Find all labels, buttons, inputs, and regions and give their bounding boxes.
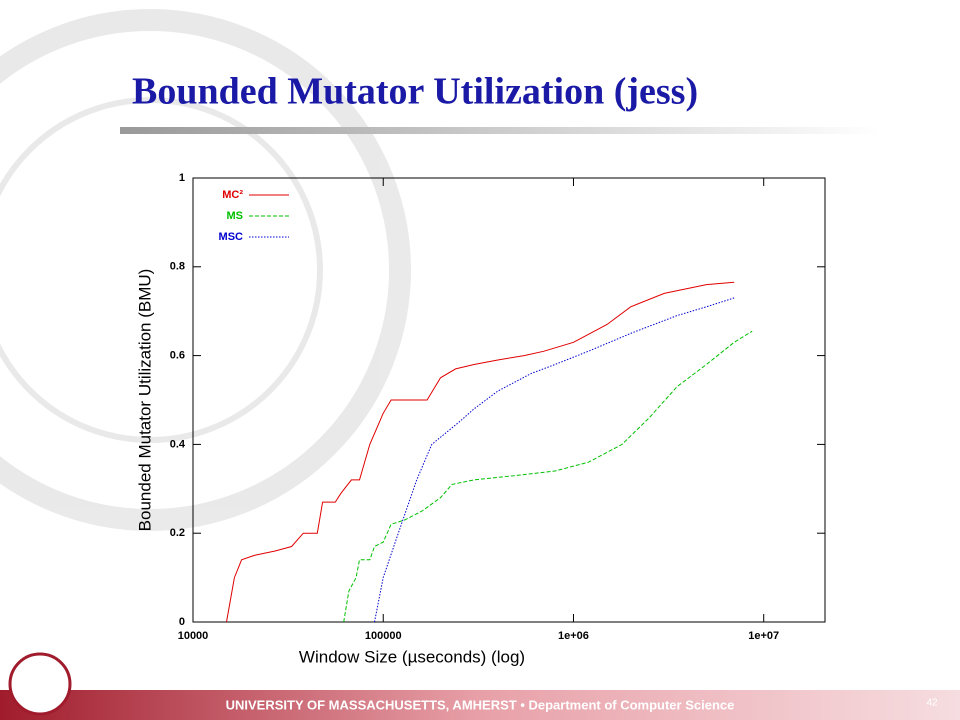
y-tick-label: 0.6 (170, 350, 185, 362)
y-tick-label: 0.2 (170, 527, 185, 539)
x-tick-label: 1e+07 (748, 630, 779, 642)
x-axis-label: Window Size (µseconds) (log) (299, 647, 525, 666)
y-tick-label: 0 (179, 616, 185, 628)
x-tick-label: 100000 (365, 630, 402, 642)
plot-frame (192, 177, 826, 623)
watermark-seal (0, 9, 411, 531)
series-line (343, 330, 753, 623)
y-axis-label: Bounded Mutator Utilization (BMU) (135, 269, 154, 532)
page-number: 42 (926, 698, 938, 709)
y-tick-label: 0.8 (170, 261, 185, 273)
y-tick-label: 1 (179, 172, 185, 184)
slide-title: Bounded Mutator Utilization (jess) (132, 71, 698, 113)
series-line (226, 281, 735, 623)
title-rule (120, 127, 880, 134)
x-tick-label: 1e+06 (558, 630, 589, 642)
legend-label: MC² (222, 189, 243, 201)
university-seal (8, 652, 72, 716)
series-line (374, 297, 735, 623)
y-tick-label: 0.4 (170, 438, 186, 450)
legend-label: MS (227, 210, 244, 222)
x-tick-label: 10000 (178, 630, 209, 642)
footer-text: UNIVERSITY OF MASSACHUSETTS, AMHERST • D… (226, 697, 735, 712)
footer-bar (0, 690, 960, 720)
legend-label: MSC (219, 231, 244, 243)
